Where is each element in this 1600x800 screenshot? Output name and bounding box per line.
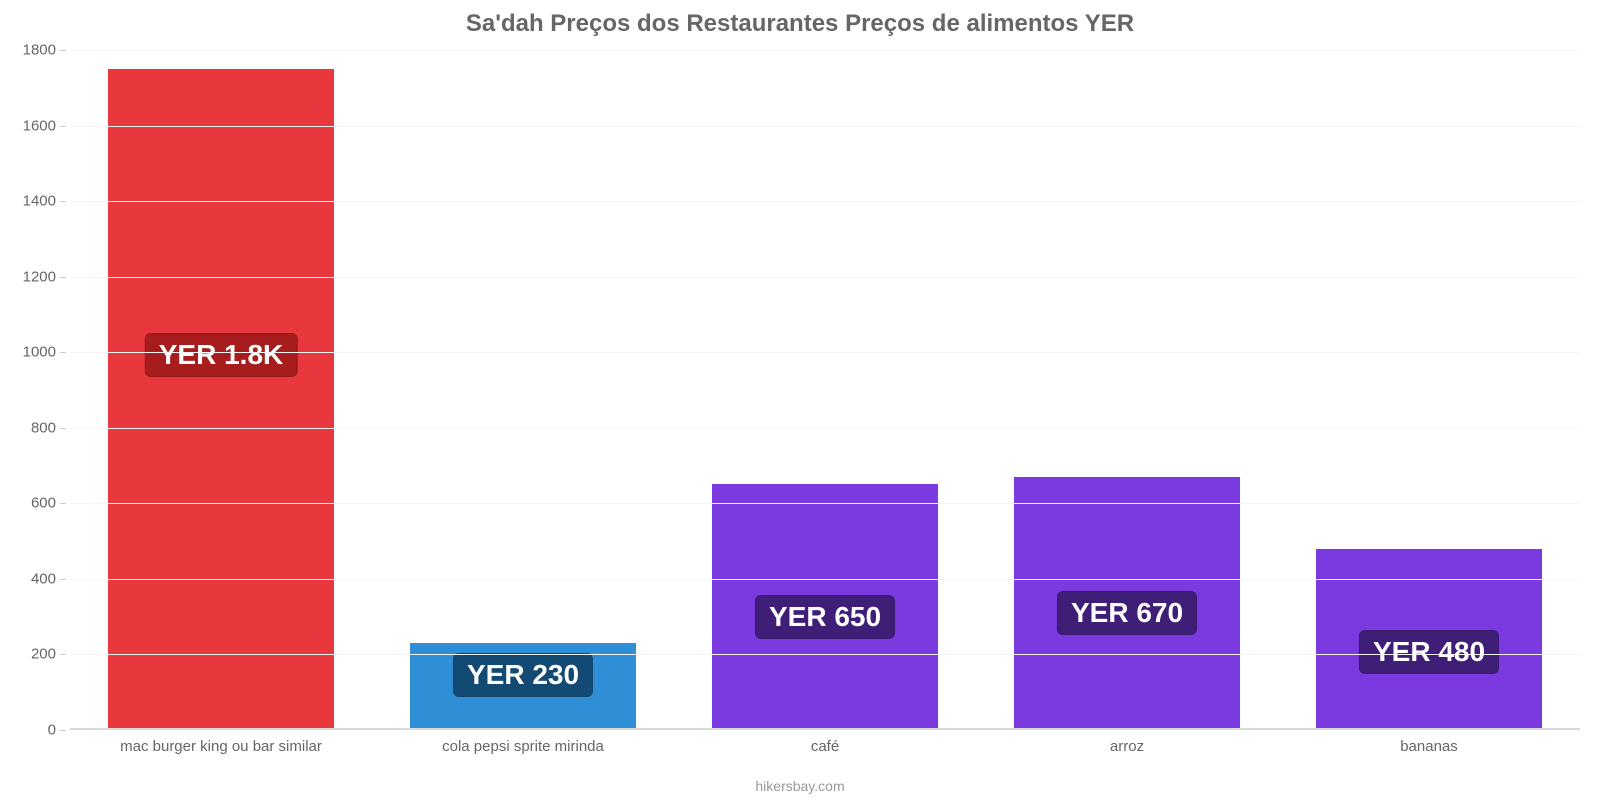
x-axis-label: café xyxy=(811,738,839,755)
bars-layer: YER 1.8K YER 230 YER 650 YER 670 YER 480 xyxy=(70,50,1580,730)
y-axis-label: 1000 xyxy=(23,344,70,361)
value-badge: YER 1.8K xyxy=(145,333,298,377)
y-axis-label: 1800 xyxy=(23,42,70,59)
x-axis-label: arroz xyxy=(1110,738,1144,755)
grid-line xyxy=(70,503,1580,504)
grid-line xyxy=(70,201,1580,202)
y-axis-label: 600 xyxy=(31,495,70,512)
value-badge: YER 480 xyxy=(1359,630,1499,674)
x-axis-baseline xyxy=(70,728,1580,730)
grid-line xyxy=(70,428,1580,429)
grid-line xyxy=(70,352,1580,353)
y-axis-label: 1200 xyxy=(23,268,70,285)
x-axis-label: mac burger king ou bar similar xyxy=(120,738,322,755)
x-axis-label: bananas xyxy=(1400,738,1458,755)
x-axis-label: cola pepsi sprite mirinda xyxy=(442,738,604,755)
y-axis-label: 1400 xyxy=(23,193,70,210)
y-axis-label: 0 xyxy=(48,722,70,739)
chart-container: Sa'dah Preços dos Restaurantes Preços de… xyxy=(0,0,1600,800)
value-badge: YER 230 xyxy=(453,653,593,697)
y-axis-label: 200 xyxy=(31,646,70,663)
y-axis-label: 1600 xyxy=(23,117,70,134)
grid-line xyxy=(70,126,1580,127)
value-badge: YER 650 xyxy=(755,595,895,639)
attribution-text: hikersbay.com xyxy=(0,778,1600,794)
value-badge: YER 670 xyxy=(1057,591,1197,635)
grid-line xyxy=(70,654,1580,655)
grid-line xyxy=(70,50,1580,51)
grid-line xyxy=(70,579,1580,580)
plot-area: YER 1.8KYER 230YER 650YER 670YER 480 020… xyxy=(70,50,1580,730)
chart-title: Sa'dah Preços dos Restaurantes Preços de… xyxy=(0,10,1600,38)
y-axis-label: 800 xyxy=(31,419,70,436)
grid-line xyxy=(70,277,1580,278)
bar xyxy=(108,69,335,730)
y-axis-label: 400 xyxy=(31,570,70,587)
